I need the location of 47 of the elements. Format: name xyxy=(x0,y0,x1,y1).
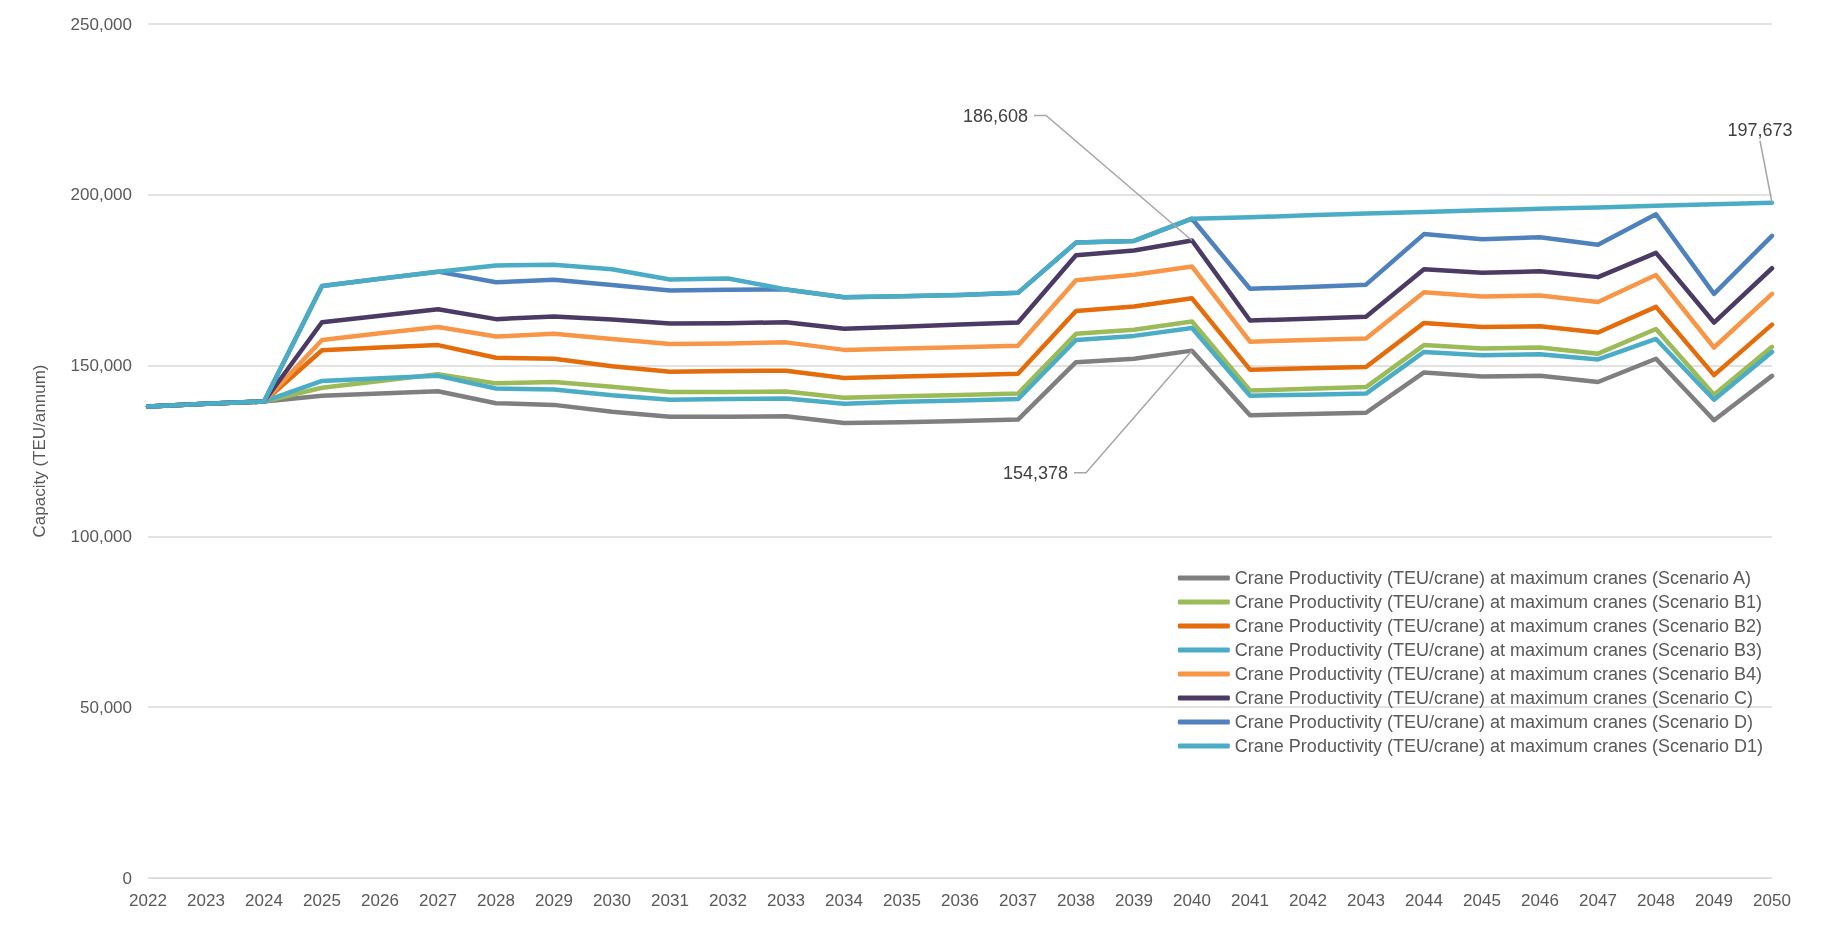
x-tick-label: 2033 xyxy=(767,891,805,910)
x-tick-label: 2046 xyxy=(1521,891,1559,910)
legend-label: Crane Productivity (TEU/crane) at maximum cranes (Scenario B4) xyxy=(1234,664,1763,684)
x-tick-label: 2022 xyxy=(129,891,167,910)
annotation: 186,608 xyxy=(962,105,1028,126)
x-tick-label: 2034 xyxy=(825,891,863,910)
x-tick-label: 2040 xyxy=(1173,891,1211,910)
x-tick-label: 2038 xyxy=(1057,891,1095,910)
x-tick-label: 2032 xyxy=(709,891,747,910)
x-tick-label: 2047 xyxy=(1579,891,1617,910)
x-tick-label: 2041 xyxy=(1231,891,1269,910)
x-tick-label: 2028 xyxy=(477,891,515,910)
x-tick-label: 2023 xyxy=(187,891,225,910)
x-tick-label: 2043 xyxy=(1347,891,1385,910)
x-tick-label: 2048 xyxy=(1637,891,1675,910)
x-tick-label: 2039 xyxy=(1115,891,1153,910)
x-tick-label: 2031 xyxy=(651,891,689,910)
x-tick-label: 2036 xyxy=(941,891,979,910)
x-tick-label: 2045 xyxy=(1463,891,1501,910)
x-tick-label: 2027 xyxy=(419,891,457,910)
x-tick-label: 2050 xyxy=(1753,891,1791,910)
legend-label: Crane Productivity (TEU/crane) at maximum cranes (Scenario B1) xyxy=(1234,592,1763,612)
x-tick-label: 2024 xyxy=(245,891,283,910)
x-tick-label: 2037 xyxy=(999,891,1037,910)
x-tick-label: 2030 xyxy=(593,891,631,910)
x-tick-label: 2044 xyxy=(1405,891,1443,910)
annotation: 154,378 xyxy=(1002,462,1068,483)
legend-label: Crane Productivity (TEU/crane) at maximum cranes (Scenario D) xyxy=(1234,712,1753,732)
annotation: 197,673 xyxy=(1727,119,1793,140)
y-tick-label: 50,000 xyxy=(80,697,132,717)
legend-label: Crane Productivity (TEU/crane) at maximum cranes (Scenario D1) xyxy=(1234,736,1764,756)
y-tick-label: 150,000 xyxy=(70,356,132,376)
x-tick-label: 2049 xyxy=(1695,891,1733,910)
y-axis-title: Capacity (TEU/annum) xyxy=(30,364,49,538)
y-tick-label: 100,000 xyxy=(70,526,132,546)
y-tick-label: 200,000 xyxy=(70,185,132,205)
y-tick-label: 250,000 xyxy=(70,14,132,34)
legend-label: Crane Productivity (TEU/crane) at maximum cranes (Scenario B3) xyxy=(1234,640,1763,660)
legend-label: Crane Productivity (TEU/crane) at maximum cranes (Scenario A) xyxy=(1234,568,1752,588)
legend-label: Crane Productivity (TEU/crane) at maximum cranes (Scenario B2) xyxy=(1234,616,1763,636)
x-tick-label: 2026 xyxy=(361,891,399,910)
x-tick-label: 2035 xyxy=(883,891,921,910)
x-tick-label: 2042 xyxy=(1289,891,1327,910)
x-tick-label: 2029 xyxy=(535,891,573,910)
legend-label: Crane Productivity (TEU/crane) at maximum cranes (Scenario C) xyxy=(1234,688,1753,708)
x-tick-label: 2025 xyxy=(303,891,341,910)
y-tick-label: 0 xyxy=(122,868,132,888)
